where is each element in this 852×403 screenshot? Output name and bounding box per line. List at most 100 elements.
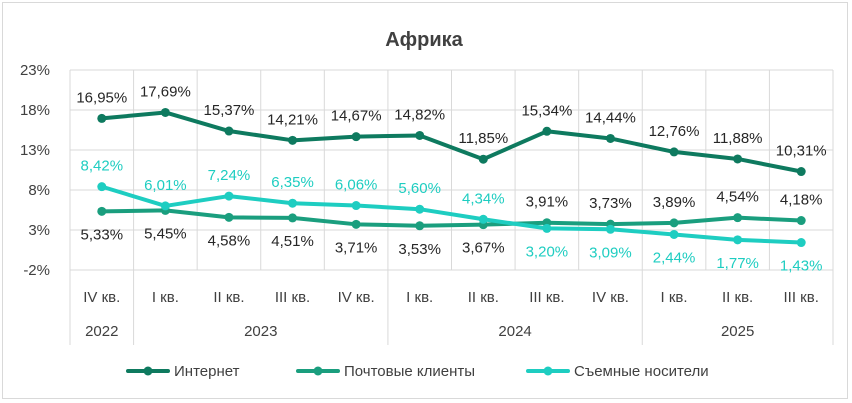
y-tick-label: 3% — [28, 222, 50, 239]
year-label: 2023 — [244, 323, 277, 340]
legend-marker — [313, 366, 323, 376]
legend-label: Съемные носители — [574, 363, 709, 380]
data-label: 14,21% — [267, 111, 318, 128]
data-point — [478, 214, 488, 224]
data-point — [160, 201, 170, 211]
data-label: 1,43% — [780, 258, 823, 275]
data-label: 6,06% — [335, 177, 378, 194]
data-point — [97, 206, 107, 216]
legend-label: Интернет — [174, 363, 240, 380]
data-label: 2,44% — [653, 249, 696, 266]
data-point — [733, 235, 743, 245]
y-tick-label: 23% — [20, 62, 50, 79]
y-tick-label: 18% — [20, 102, 50, 119]
data-label: 15,34% — [521, 102, 572, 119]
x-tick-label: III кв. — [529, 289, 564, 306]
data-label: 5,33% — [81, 226, 124, 243]
chart-title: Африка — [385, 29, 463, 51]
x-tick-label: I кв. — [152, 289, 179, 306]
data-point — [669, 218, 679, 228]
data-point — [224, 191, 234, 201]
data-point — [796, 238, 806, 248]
legend: Интернет Почтовые клиенты Съемные носители — [126, 363, 709, 380]
data-label: 3,91% — [526, 194, 569, 211]
data-point — [351, 219, 361, 229]
data-point — [288, 135, 298, 145]
series-line — [99, 110, 804, 174]
data-label: 16,95% — [76, 89, 127, 106]
x-tick-label: I кв. — [661, 289, 688, 306]
data-label: 4,51% — [271, 233, 314, 250]
data-label: 3,71% — [335, 239, 378, 256]
data-label: 6,01% — [144, 177, 187, 194]
data-point — [415, 204, 425, 214]
legend-marker — [143, 366, 153, 376]
x-tick-label: II кв. — [722, 289, 753, 306]
data-label: 14,82% — [394, 106, 445, 123]
data-point — [351, 201, 361, 211]
data-label: 4,18% — [780, 192, 823, 209]
data-point — [97, 113, 107, 123]
data-label: 5,45% — [144, 225, 187, 242]
data-point — [796, 167, 806, 177]
data-point — [288, 198, 298, 208]
data-label: 14,44% — [585, 109, 636, 126]
data-label: 6,35% — [271, 174, 314, 191]
data-point — [605, 133, 615, 143]
x-tick-label: III кв. — [275, 289, 310, 306]
y-tick-label: 13% — [20, 142, 50, 159]
x-tick-label: II кв. — [213, 289, 244, 306]
x-tick-label: IV кв. — [83, 289, 120, 306]
data-label: 8,42% — [81, 158, 124, 175]
series-line — [99, 208, 804, 228]
data-label: 3,09% — [589, 244, 632, 261]
data-labels: 16,95% 17,69% 15,37% 14,21% 14,67% 14,82% 11,8… — [76, 83, 826, 274]
x-tick-label: IV кв. — [338, 289, 375, 306]
data-label: 3,73% — [589, 195, 632, 212]
data-point — [224, 212, 234, 222]
x-axis: IV кв. I кв. II кв. III кв. IV кв. I кв. II кв… — [69, 270, 834, 345]
data-label: 4,54% — [716, 189, 759, 206]
year-label: 2022 — [85, 323, 118, 340]
data-label: 3,67% — [462, 240, 505, 257]
data-point — [288, 213, 298, 223]
data-point — [669, 147, 679, 157]
data-point — [733, 154, 743, 164]
data-label: 7,24% — [208, 167, 251, 184]
data-point — [796, 216, 806, 226]
data-label: 3,89% — [653, 194, 696, 211]
series-lines — [97, 107, 806, 248]
data-label: 15,37% — [204, 102, 255, 119]
x-tick-label: I кв. — [406, 289, 433, 306]
data-point — [415, 130, 425, 140]
data-point — [733, 213, 743, 223]
data-point — [669, 229, 679, 239]
x-tick-label: III кв. — [784, 289, 819, 306]
legend-label: Почтовые клиенты — [344, 363, 475, 380]
grid — [69, 69, 834, 271]
data-label: 14,67% — [331, 108, 382, 125]
data-point — [478, 154, 488, 164]
year-label: 2024 — [498, 323, 531, 340]
data-label: 11,85% — [458, 130, 508, 147]
data-label: 1,77% — [716, 255, 759, 272]
data-label: 17,69% — [140, 83, 191, 100]
y-axis: -2% 3% 8% 13% 18% 23% — [20, 62, 50, 279]
x-tick-label: IV кв. — [592, 289, 629, 306]
data-point — [542, 223, 552, 233]
data-point — [542, 126, 552, 136]
y-tick-label: -2% — [23, 262, 50, 279]
legend-marker — [543, 366, 553, 376]
data-label: 12,76% — [649, 123, 700, 140]
data-label: 5,60% — [398, 180, 441, 197]
data-point — [160, 107, 170, 117]
data-label: 4,34% — [462, 190, 505, 207]
series-line — [99, 184, 804, 245]
data-label: 3,53% — [398, 241, 441, 258]
data-point — [224, 126, 234, 136]
data-label: 4,58% — [208, 232, 251, 249]
x-tick-label: II кв. — [468, 289, 499, 306]
data-point — [415, 221, 425, 231]
data-point — [97, 182, 107, 192]
data-label: 11,88% — [713, 130, 763, 147]
